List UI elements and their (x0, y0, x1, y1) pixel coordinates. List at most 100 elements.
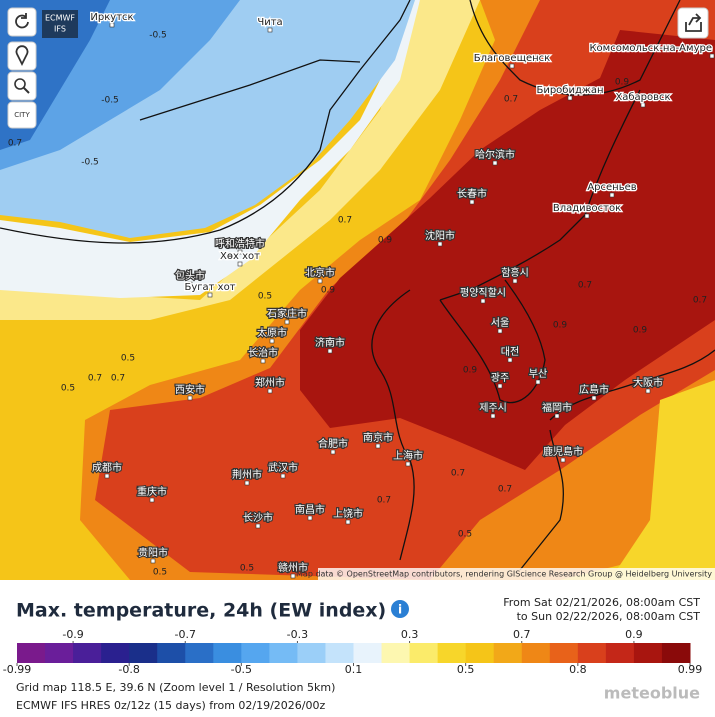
city-marker (307, 515, 313, 521)
colorbar-tick-label: -0.3 (287, 628, 308, 641)
city-label: 함흥시 (501, 266, 529, 279)
colorbar: -0.99 -0.9 -0.8 -0.7 -0.5 -0.3 0.1 0.3 0.5 0.7 0.8… (3, 628, 702, 676)
colorbar-swatch (297, 643, 326, 663)
city-label: 서울 (491, 317, 509, 329)
contour-label: -0.5 (81, 158, 99, 168)
city-button[interactable] (7, 101, 37, 129)
city-marker (469, 199, 475, 205)
share-button[interactable] (677, 7, 709, 39)
coastline (549, 349, 715, 421)
city-label: 대전 (501, 346, 519, 358)
map[interactable]: Иркутск Чита Благовещенск Комсомольск-на-Ам… (0, 0, 715, 580)
colorbar-swatch (157, 643, 186, 663)
panel-title: Max. temperature, 24h (EW index) (16, 600, 386, 622)
colorbar-swatch (45, 643, 74, 663)
model-info: ECMWF IFS HRES 0z/12z (15 days) from 02/… (16, 699, 326, 712)
city-marker (187, 395, 193, 401)
city-label: 上海市 (393, 449, 423, 462)
city-label: 福岡市 (542, 401, 572, 414)
city-label: 郑州市 (255, 376, 285, 389)
city-marker (640, 102, 646, 108)
city-label: 长春市 (457, 187, 487, 200)
colorbar-tick-label: 0.8 (569, 663, 587, 676)
contour-label: -0.5 (149, 31, 167, 41)
city-label: 北京市 (305, 266, 335, 279)
city-label: 평양직할시 (460, 287, 506, 299)
city-label: 南昌市 (295, 503, 325, 516)
colorbar-swatch (241, 643, 270, 663)
colorbar-swatch (549, 643, 579, 663)
info-button[interactable] (391, 600, 409, 618)
city-label: 上饶市 (333, 507, 363, 520)
model-badge[interactable] (42, 10, 78, 38)
city-label: Хабаровск (615, 92, 670, 103)
city-marker (405, 461, 411, 467)
city-label: 贵阳市 (138, 546, 168, 559)
contour-label: 0.7 (88, 374, 102, 384)
city-marker (509, 63, 515, 69)
ocean-region (610, 380, 715, 580)
brand: meteoblue (604, 684, 700, 703)
colorbar-tick-label: 0.3 (401, 628, 419, 641)
city-label: 南京市 (363, 431, 393, 444)
city-label: Бугат хот (184, 282, 235, 293)
city-marker (150, 558, 156, 564)
city-label: 부산 (529, 368, 547, 380)
grid-info: Grid map 118.5 E, 39.6 N (Zoom level 1 /… (16, 681, 335, 694)
city-label: Арсеньев (587, 182, 636, 193)
contour-label: 0.9 (463, 366, 478, 376)
city-marker (109, 22, 115, 28)
colorbar-swatch (633, 643, 663, 663)
contour-label: 0.9 (321, 286, 336, 296)
colorbar-tick-label: -0.7 (175, 628, 196, 641)
locate-button[interactable] (7, 41, 37, 71)
city-marker (492, 160, 498, 166)
colorbar-swatch (409, 643, 439, 663)
colorbar-swatch (73, 643, 102, 663)
city-marker (330, 449, 336, 455)
border (439, 89, 641, 301)
contour-label: 0.7 (504, 95, 518, 105)
refresh-button[interactable] (7, 7, 37, 37)
model-name: IFS (54, 25, 66, 34)
zoom-button[interactable] (7, 71, 37, 101)
very-hot-region (300, 30, 715, 470)
contour-label: -0.5 (101, 96, 119, 106)
period-from: From Sat 02/21/2026, 08:00am CST (503, 596, 700, 609)
city-marker (437, 241, 443, 247)
info-icon: i (398, 603, 402, 617)
city-label: 合肥市 (318, 437, 348, 450)
colorbar-swatch (661, 643, 691, 663)
city-marker (267, 27, 273, 33)
border (469, 0, 681, 96)
colorbar-swatch (101, 643, 130, 663)
city-label: Хөх хот (220, 251, 260, 262)
colorbar-tick-label: 0.7 (513, 628, 531, 641)
city-label: 济南市 (315, 336, 345, 349)
labels: Иркутск Чита Благовещенск Комсомольск-на-Ам… (8, 11, 715, 579)
city-marker (535, 379, 541, 385)
colorbar-swatch (185, 643, 214, 663)
contour-label: 0.7 (451, 469, 465, 479)
city-marker (187, 281, 193, 287)
city-label: 重庆市 (137, 485, 167, 498)
colorbar-swatch (521, 643, 551, 663)
city-marker (149, 497, 155, 503)
city-marker (497, 328, 503, 334)
city-marker (237, 249, 243, 255)
city-label: 长沙市 (243, 511, 273, 524)
coastline (519, 429, 564, 571)
city-marker (560, 457, 566, 463)
border (439, 279, 546, 404)
attribution-background (318, 568, 715, 580)
city-marker (567, 95, 573, 101)
attribution: Map data © OpenStreetMap contributors, r… (296, 570, 712, 579)
contour-label: 0.5 (240, 564, 254, 574)
city-marker (269, 338, 275, 344)
colorbar-swatch (269, 643, 298, 663)
city-label: 哈尔滨市 (475, 148, 515, 161)
city-label: 太原市 (257, 326, 287, 339)
contour-label: 0.7 (693, 296, 707, 306)
colorbar-swatch (493, 643, 523, 663)
city-marker (290, 573, 296, 579)
